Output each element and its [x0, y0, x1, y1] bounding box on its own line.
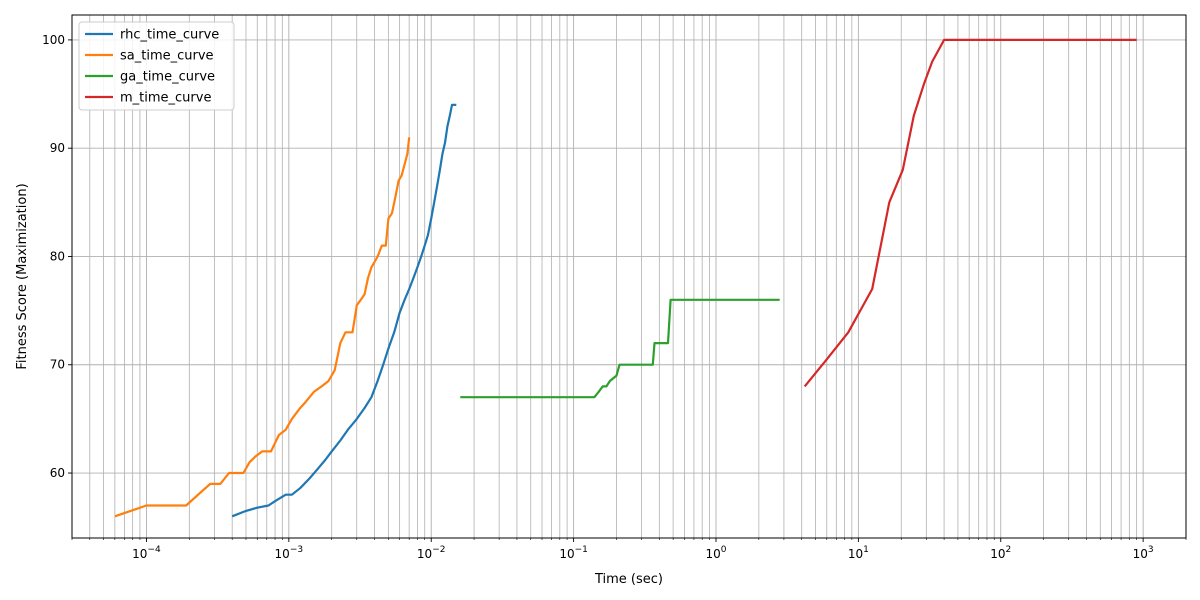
y-tick-label: 60	[50, 466, 65, 480]
x-tick-label: 10−2	[417, 545, 446, 561]
y-axis-label: Fitness Score (Maximization)	[15, 183, 30, 369]
x-tick-label: 101	[848, 545, 869, 561]
series-line-sa-time-curve	[114, 137, 411, 518]
x-tick-label: 10−3	[275, 545, 304, 561]
y-tick-label: 90	[50, 141, 65, 155]
grid-lines	[71, 15, 1187, 538]
y-tick-label: 100	[42, 33, 65, 47]
x-tick-label: 10−1	[559, 545, 588, 561]
series-line-m-time-curve	[803, 38, 1137, 388]
legend-label: sa_time_curve	[120, 49, 214, 64]
legend-box	[78, 21, 235, 111]
legend: rhc_time_curve sa_time_curve ga_time_curve…	[78, 21, 235, 111]
legend-label: ga_time_curve	[120, 70, 215, 85]
y-tick-label: 70	[50, 358, 65, 372]
axis-ticks: 60 70 80 90 100 10−4 10−3 10−2 10−1 100 101 102 103	[42, 33, 1187, 561]
x-tick-label: 100	[705, 545, 726, 561]
series-line-rhc-time-curve	[231, 103, 457, 518]
x-axis-label: Time (sec)	[594, 572, 663, 587]
series-lines	[114, 38, 1137, 518]
x-tick-label: 103	[1133, 545, 1154, 561]
plot-area-frame	[71, 14, 1187, 539]
x-tick-label: 102	[990, 545, 1011, 561]
x-tick-label: 10−4	[132, 545, 161, 561]
y-tick-label: 80	[50, 249, 65, 263]
series-line-ga-time-curve	[460, 298, 780, 399]
legend-label: m_time_curve	[120, 91, 211, 106]
legend-label: rhc_time_curve	[120, 28, 219, 43]
